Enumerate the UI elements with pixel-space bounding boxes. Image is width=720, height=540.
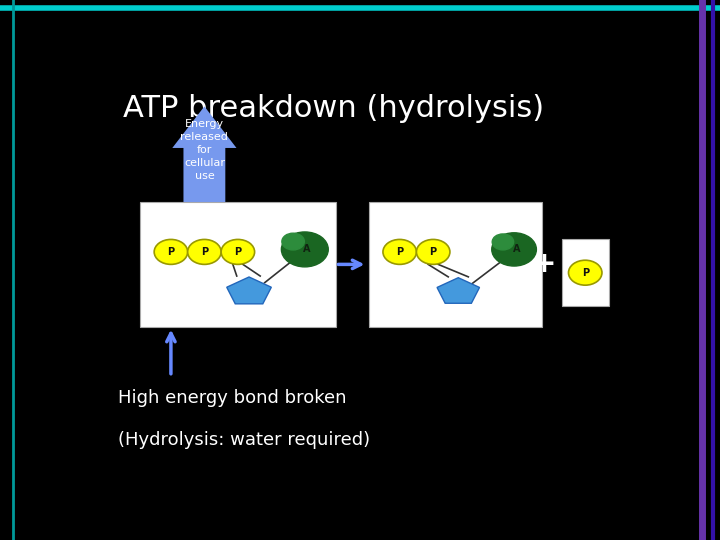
FancyBboxPatch shape <box>562 239 609 306</box>
Text: A: A <box>513 245 520 254</box>
FancyBboxPatch shape <box>140 202 336 327</box>
Text: High energy bond broken: High energy bond broken <box>118 389 346 407</box>
Text: P: P <box>582 268 589 278</box>
Circle shape <box>492 234 513 250</box>
Text: P: P <box>201 247 208 257</box>
Text: +: + <box>533 251 557 279</box>
Polygon shape <box>227 277 271 304</box>
Circle shape <box>416 239 450 265</box>
Circle shape <box>492 233 536 266</box>
Circle shape <box>221 239 255 265</box>
Circle shape <box>383 239 416 265</box>
Text: (Hydrolysis: water required): (Hydrolysis: water required) <box>118 431 370 449</box>
Circle shape <box>282 232 328 267</box>
Circle shape <box>188 239 221 265</box>
Text: P: P <box>430 247 437 257</box>
Text: ATP breakdown (hydrolysis): ATP breakdown (hydrolysis) <box>124 94 544 123</box>
Polygon shape <box>172 106 236 202</box>
Text: P: P <box>167 247 174 257</box>
Polygon shape <box>437 278 480 303</box>
Circle shape <box>282 233 305 250</box>
Text: P: P <box>396 247 403 257</box>
Circle shape <box>569 260 602 285</box>
Text: P: P <box>234 247 241 257</box>
Text: Energy
released
for
cellular
use: Energy released for cellular use <box>181 119 228 181</box>
Circle shape <box>154 239 188 265</box>
FancyBboxPatch shape <box>369 202 542 327</box>
Text: A: A <box>303 245 311 254</box>
